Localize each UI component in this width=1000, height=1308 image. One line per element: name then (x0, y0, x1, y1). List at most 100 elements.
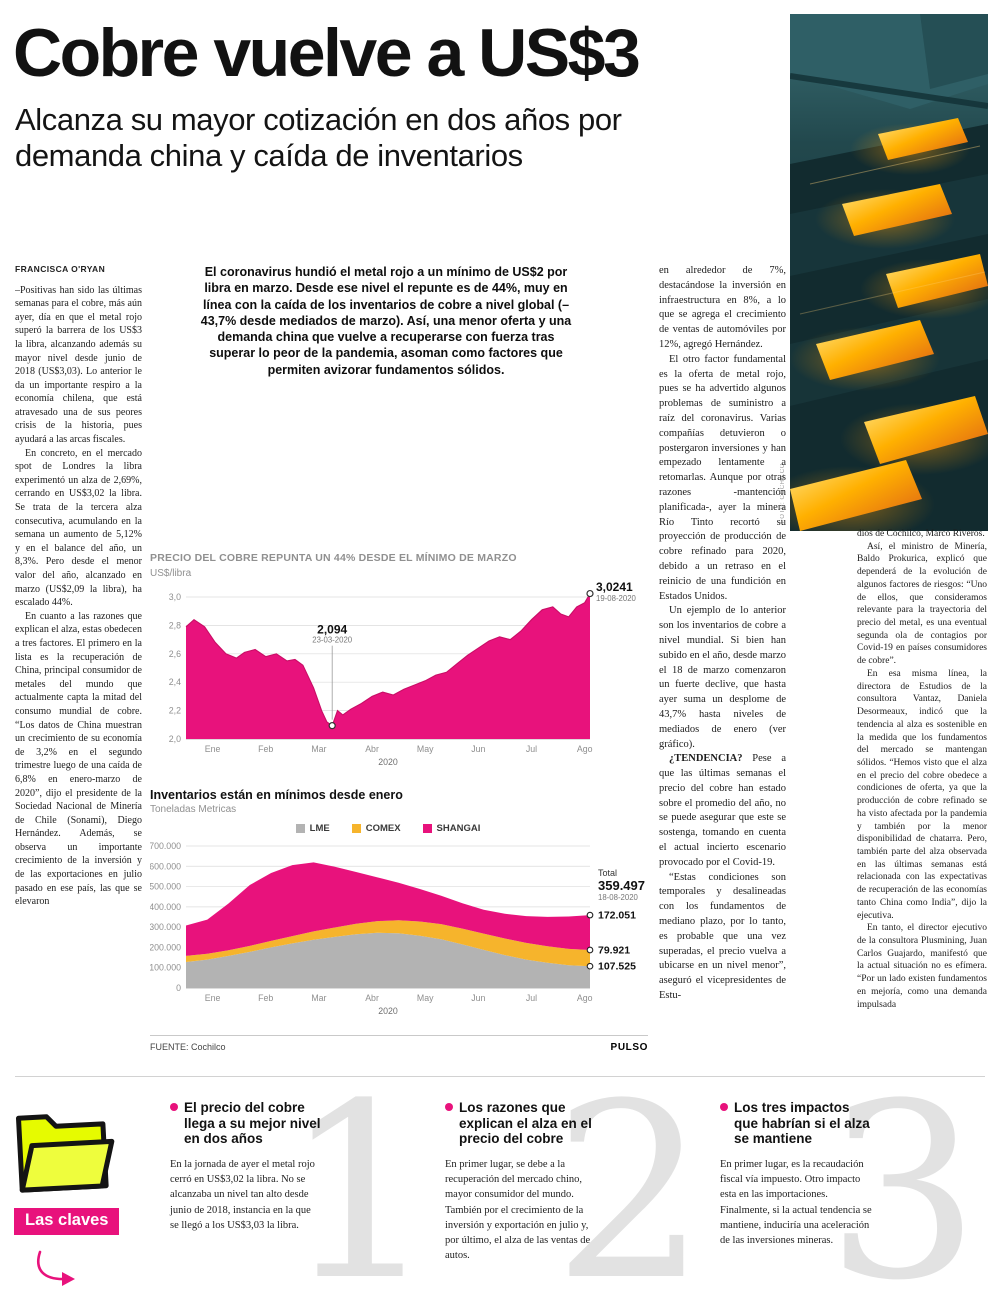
svg-text:100.000: 100.000 (150, 963, 181, 973)
chart-source: FUENTE: Cochilco (150, 1042, 226, 1052)
paragraph: En tanto, el director ejecutivo de la co… (857, 923, 987, 1010)
svg-text:Ene: Ene (205, 993, 221, 1003)
svg-text:2,2: 2,2 (169, 706, 181, 716)
charts-section: PRECIO DEL COBRE REPUNTA UN 44% DESDE EL… (149, 552, 648, 1053)
svg-text:2020: 2020 (378, 1006, 398, 1016)
svg-text:79.921: 79.921 (598, 944, 630, 956)
legend-swatch (422, 824, 432, 833)
svg-text:3,0: 3,0 (169, 592, 181, 602)
svg-text:2,0: 2,0 (169, 734, 181, 744)
svg-text:600.000: 600.000 (150, 861, 181, 871)
byline: FRANCISCA O'RYAN (15, 264, 106, 274)
svg-text:359.497: 359.497 (598, 878, 645, 893)
svg-text:Ago: Ago (577, 744, 593, 754)
svg-text:Abr: Abr (365, 993, 379, 1003)
key-item-1-title: El precio del cobre llega a su mejor niv… (184, 1100, 321, 1147)
folder-icon (8, 1086, 116, 1209)
body-column-1: FRANCISCA O'RYAN –Positivas han sido las… (15, 264, 142, 1065)
big-numeral-3: 3 (826, 1052, 980, 1308)
chart2-legend: LME COMEX SHANGAI (186, 823, 590, 834)
svg-text:Jun: Jun (471, 744, 485, 754)
body-column-3: dios de Cochilco, Marco Riveros. Así, el … (857, 528, 987, 1066)
svg-text:Ene: Ene (205, 744, 221, 754)
paragraph: “Estas condiciones son temporales y desa… (659, 871, 786, 1002)
paragraph: El otro factor fundamental es la oferta … (659, 353, 786, 602)
key-item-2-body: En primer lugar, se debe a la recuperaci… (445, 1158, 591, 1262)
chart1-title: PRECIO DEL COBRE REPUNTA UN 44% DESDE EL… (150, 552, 517, 564)
svg-text:23-03-2020: 23-03-2020 (312, 636, 353, 645)
paragraph: Así, el ministro de Minería, Baldo Proku… (857, 541, 987, 667)
copper-price-area-chart: 3,0 2,8 2,6 2,4 2,2 2,0 Ene Feb Mar Abr May Jun Jul A… (169, 580, 637, 767)
legend-swatch (295, 824, 305, 833)
svg-text:Mar: Mar (311, 744, 326, 754)
chart1-unit-label: US$/libra (150, 568, 192, 579)
svg-text:18-08-2020: 18-08-2020 (598, 893, 639, 902)
paragraph: en alrededor de 7%, destacándose la inve… (659, 265, 786, 350)
key-item-1-body: En la jornada de ayer el metal rojo cerr… (170, 1158, 315, 1231)
key-item-1: El precio del cobre llega a su mejor niv… (170, 1100, 322, 1233)
section-divider (15, 1076, 985, 1077)
key-item-2-title: Los razones que explican el alza en el p… (459, 1100, 592, 1147)
bullet-icon (445, 1103, 453, 1111)
paragraph: –Positivas han sido las últimas semanas … (15, 284, 142, 446)
article-photo: FOTO: COCHILCO (765, 14, 1000, 542)
legend-item-lme: LME (295, 823, 330, 834)
svg-text:Jul: Jul (526, 744, 537, 754)
svg-text:300.000: 300.000 (150, 922, 181, 932)
svg-text:May: May (417, 993, 434, 1003)
legend-item-shangai: SHANGAI (422, 823, 480, 834)
copper-smelter-photo (765, 14, 1000, 542)
svg-text:Abr: Abr (365, 744, 379, 754)
svg-text:Ago: Ago (577, 993, 593, 1003)
chart2-title: Inventarios están en mínimos desde enero (150, 788, 403, 802)
legend-item-comex: COMEX (351, 823, 401, 834)
svg-text:2,8: 2,8 (169, 620, 181, 630)
page-title: Cobre vuelve a US$3 (13, 15, 641, 91)
svg-text:700.000: 700.000 (150, 841, 181, 851)
svg-text:3,0241: 3,0241 (596, 580, 633, 594)
svg-text:Mar: Mar (311, 993, 326, 1003)
svg-text:2020: 2020 (378, 757, 398, 767)
legend-swatch (351, 824, 361, 833)
column-1-text: –Positivas han sido las últimas semanas … (15, 284, 142, 909)
key-item-1-title-row: El precio del cobre llega a su mejor niv… (170, 1100, 322, 1147)
svg-text:2,4: 2,4 (169, 677, 181, 687)
brand-pulso: PULSO (610, 1042, 648, 1053)
svg-text:Jun: Jun (471, 993, 485, 1003)
inventories-stacked-chart: 700.000 600.000 500.000 400.000 300.000 200.0… (149, 841, 645, 1016)
intro-summary: El coronavirus hundió el metal rojo a un… (200, 265, 572, 377)
chart2-unit-label: Toneladas Metricas (150, 804, 237, 815)
svg-text:2,6: 2,6 (169, 649, 181, 659)
svg-text:400.000: 400.000 (150, 902, 181, 912)
paragraph: En cuanto a las razones que explican el … (15, 610, 142, 908)
paragraph: dios de Cochilco, Marco Riveros. (857, 529, 985, 539)
las-claves-label: Las claves (14, 1208, 120, 1235)
big-numeral-2: 2 (553, 1052, 707, 1308)
svg-text:172.051: 172.051 (598, 910, 636, 922)
paragraph: En concreto, en el mercado spot de Londr… (15, 447, 142, 609)
svg-text:500.000: 500.000 (150, 882, 181, 892)
key-item-3-title: Los tres impactos que habrían si el alza… (734, 1100, 870, 1147)
big-numeral-1: 1 (283, 1052, 437, 1308)
chart-footer: FUENTE: Cochilco PULSO (150, 1035, 648, 1053)
paragraph: En esa misma línea, la directora de Estu… (857, 668, 987, 921)
paragraph: ¿TENDENCIA? Pese a que las últimas seman… (659, 753, 786, 868)
svg-text:107.525: 107.525 (598, 961, 636, 973)
subheadline: Alcanza su mayor cotización en dos años … (15, 102, 622, 174)
svg-text:Total: Total (598, 868, 617, 878)
bullet-icon (170, 1103, 178, 1111)
svg-text:0: 0 (176, 983, 181, 993)
svg-text:200.000: 200.000 (150, 942, 181, 952)
paragraph: Un ejemplo de lo anterior son los invent… (659, 605, 786, 750)
svg-text:19-08-2020: 19-08-2020 (596, 594, 637, 603)
svg-text:May: May (417, 744, 434, 754)
key-item-2: Los razones que explican el alza en el p… (445, 1100, 597, 1264)
svg-text:2,094: 2,094 (317, 623, 347, 637)
svg-text:Feb: Feb (258, 744, 273, 754)
key-item-3: Los tres impactos que habrían si el alza… (720, 1100, 872, 1248)
bullet-icon (720, 1103, 728, 1111)
svg-text:Feb: Feb (258, 993, 273, 1003)
body-column-2: en alrededor de 7%, destacándose la inve… (659, 264, 786, 1066)
key-item-3-title-row: Los tres impactos que habrían si el alza… (720, 1100, 872, 1147)
